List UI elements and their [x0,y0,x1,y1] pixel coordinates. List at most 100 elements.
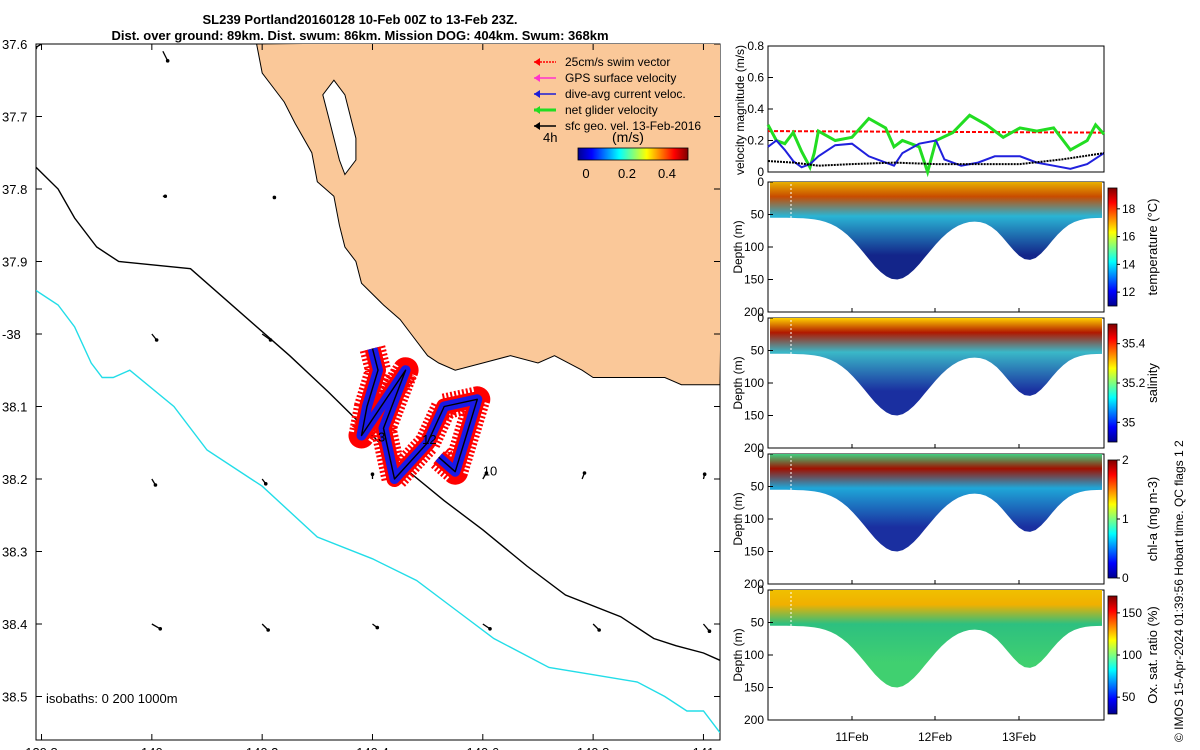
colorbar-tick-label: 0 [1122,571,1129,585]
map-legend: 25cm/s swim vector GPS surface velocity di… [534,55,701,181]
velocity-series-line [767,139,1105,170]
map-y-tick-label: 37.7 [2,110,27,125]
velocity-y-axis-label: velocity magnitude (m/s) [733,45,747,175]
legend-label: dive-avg current veloc. [565,87,686,101]
depth-tick-label: 150 [744,681,764,695]
section-panel: 0 50 100 150 200 Depth (m) 35 35.2 35.4 salinity [731,311,1160,455]
colorbar-tick-label: 150 [1122,606,1142,620]
map-colorbar-tick: 0.2 [618,166,636,181]
velocity-series-line [767,152,1105,167]
section-colorbar [1107,595,1118,715]
depth-tick-label: 0 [757,311,764,325]
map-y-tick-label: 37.8 [2,182,27,197]
colorbar-tick-label: 35 [1122,415,1136,429]
geo-vector-head [263,482,268,486]
legend-label: net glider velocity [565,103,658,117]
geo-vector-head [370,472,375,477]
section-colorbar [1107,323,1118,443]
depth-tick-label: 50 [751,480,765,494]
section-panel: 0 50 100 150 200 Depth (m) 12 14 16 18 temperature… [731,175,1160,319]
velocity-y-tick-label: 0.6 [747,71,764,85]
day-label: 3 [378,429,385,444]
geo-vector-head [488,627,492,631]
colorbar-tick-label: 1 [1122,512,1129,526]
geo-vector-head [597,628,601,632]
geo-vector-head [154,338,159,342]
colorbar-tick-label: 2 [1122,453,1129,467]
legend-arrowhead [534,122,540,130]
section-colorbar [1107,459,1118,579]
depth-tick-label: 150 [744,409,764,423]
legend-label: GPS surface velocity [565,71,676,85]
legend-label: sfc geo. vel. 13-Feb-2016 [565,119,701,133]
map-x-tick-label: 140 [141,745,163,750]
geo-vector-head [266,628,270,632]
credit-text: © IMOS 15-Apr-2024 01:39:56 Hobart time.… [1172,440,1186,742]
depth-tick-label: 100 [744,376,764,390]
map-y-tick-label: 38.4 [2,617,27,632]
map-y-tick-label: 37.9 [2,255,27,270]
depth-tick-label: 100 [744,512,764,526]
legend-label: 25cm/s swim vector [565,55,670,69]
colorbar-label: salinity [1145,363,1160,403]
velocity-series-group [766,113,1106,178]
depth-tick-label: 100 [744,240,764,254]
day-label: 10 [483,463,497,478]
velocity-panel: 0 0.2 0.4 0.6 0.8 velocity magnitude (m/s) [733,39,1106,179]
isobath-label: isobaths: 0 200 1000m [46,691,178,706]
map-x-tick-label: 140.6 [467,745,500,750]
geo-vector-head [36,45,38,50]
velocity-y-tick-label: 0.2 [747,134,764,148]
legend-arrowhead [534,90,540,98]
map-colorbar-tick: 0.4 [658,166,676,181]
geo-vector-head [163,194,168,199]
map-panel: 139.8 140 140.2 140.4 140.6 140.8 141 37.6 37.7 3… [2,37,721,750]
legend-interval-label: 4h [543,130,557,145]
legend-arrowhead [534,58,540,66]
day-label: 12 [422,432,436,447]
geo-vector-head [375,625,380,630]
depth-tick-label: 150 [744,273,764,287]
section-panel: 0 50 100 150 200 Depth (m) 0 1 2 chl-a (mg m-3) [731,447,1160,591]
map-y-tick-label: -38 [2,327,21,342]
depth-tick-label: 200 [744,441,764,455]
map-x-tick-label: 140.8 [577,745,610,750]
velocity-plot-frame [767,45,1105,173]
map-x-tick-label: 139.8 [25,745,58,750]
depth-tick-label: 50 [751,616,765,630]
depth-tick-label: 50 [751,208,765,222]
section-colorbar [1107,187,1118,307]
map-y-tick-label: 37.6 [2,37,27,52]
colorbar-tick-label: 100 [1122,648,1142,662]
map-colorbar-tick: 0 [582,166,589,181]
depth-axis-label: Depth (m) [731,220,745,273]
map-colorbar [577,147,689,161]
depth-axis-label: Depth (m) [731,356,745,409]
depth-tick-label: 0 [757,447,764,461]
velocity-y-tick-label: 0.4 [747,102,764,116]
map-y-tick-label: 38.1 [2,400,27,415]
map-x-tick-label: 140.4 [356,745,389,750]
glider-track [360,348,478,480]
glider-track-group [348,345,491,492]
colorbar-tick-label: 50 [1122,690,1136,704]
map-y-tick-label: 38.5 [2,690,27,705]
geo-vector-head [702,472,707,477]
land-area [256,44,720,386]
colorbar-tick-label: 16 [1122,230,1136,244]
depth-tick-label: 0 [757,175,764,189]
velocity-y-tick-label: 0.8 [747,39,764,53]
velocity-series-line [767,130,1105,134]
colorbar-label: temperature (°C) [1145,199,1160,296]
geo-vector-head [158,627,163,631]
section-data [770,318,1102,416]
legend-colorbar-label: (m/s) [612,129,644,145]
velocity-series-line [766,113,1106,178]
time-tick-label: 12Feb [918,730,952,744]
map-x-tick-label: 141 [693,745,715,750]
colorbar-tick-label: 35.2 [1122,376,1146,390]
chart-title-line1: SL239 Portland20160128 10-Feb 00Z to 13-… [202,12,518,27]
